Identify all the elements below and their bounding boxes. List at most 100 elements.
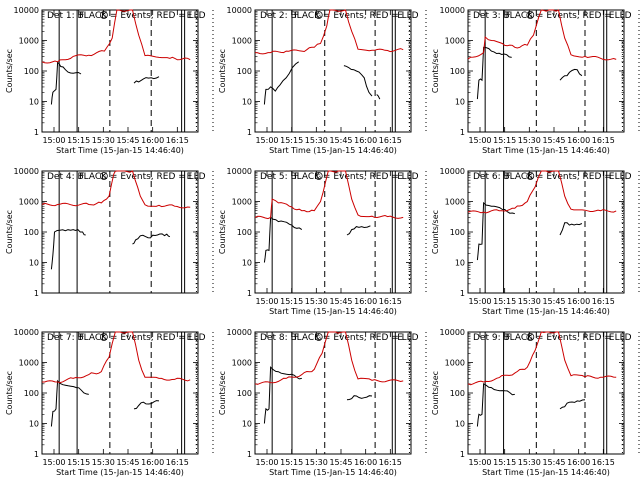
x-tick-label: 16:00 — [354, 458, 377, 467]
y-tick-label: 10 — [455, 259, 465, 268]
x-axis-label: Start Time (15-Jan-15 14:46:40) — [269, 146, 397, 155]
x-tick-label: 15:00 — [468, 458, 491, 467]
chart-title: Det 9: BLACK = Events, RED = LLD — [473, 333, 632, 343]
chart-title: Det 2: BLACK = Events, RED = LLD — [260, 11, 419, 21]
x-tick-label: 15:00 — [468, 136, 491, 145]
y-tick-label: 10000 — [227, 6, 252, 15]
y-tick-label: 10000 — [440, 167, 465, 176]
marker-label: F — [294, 333, 299, 343]
y-tick-label: 10000 — [14, 6, 39, 15]
y-tick-label: 1000 — [232, 37, 252, 46]
marker-g-circle — [526, 333, 535, 341]
marker-g-circle — [526, 11, 535, 19]
y-tick-label: 100 — [450, 389, 465, 398]
marker-g-circle — [99, 333, 108, 341]
marker-label: G — [528, 13, 533, 20]
chart-panel-det-5: Det 5: BLACK = Events, RED = LLD 1 10 100 10… — [218, 167, 427, 316]
x-tick-label: 16:00 — [567, 297, 590, 306]
y-tick-label: 1000 — [445, 37, 465, 46]
x-tick-label: 16:00 — [354, 136, 377, 145]
y-tick-label: 10000 — [227, 328, 252, 337]
chart-title: Det 1: BLACK = Events, RED = LLD — [47, 11, 206, 21]
y-tick-label: 1 — [460, 289, 465, 298]
x-tick-label: 16:15 — [166, 136, 189, 145]
y-tick-label: 1000 — [445, 198, 465, 207]
x-tick-label: 15:45 — [329, 136, 352, 145]
marker-g-circle — [99, 11, 108, 19]
y-tick-label: 1 — [247, 450, 252, 459]
events-series-line — [477, 203, 592, 260]
x-tick-label: 16:00 — [141, 136, 164, 145]
marker-label: F — [506, 172, 511, 182]
chart-panel-det-1: Det 1: BLACK = Events, RED = LLD 1 10 100 10… — [5, 6, 214, 155]
x-tick-label: 15:45 — [542, 136, 565, 145]
x-axis-label: Start Time (15-Jan-15 14:46:40) — [482, 146, 610, 155]
chart-panel-det-8: Det 8: BLACK = Events, RED = LLD 1 10 100 10… — [218, 328, 427, 477]
x-tick-label: 16:15 — [592, 136, 615, 145]
x-tick-label: 15:45 — [116, 458, 139, 467]
marker-label: G — [102, 174, 107, 181]
x-tick-label: 16:00 — [567, 458, 590, 467]
lld-series-line — [42, 331, 191, 384]
y-tick-label: 100 — [24, 228, 39, 237]
marker-label: F — [294, 172, 299, 182]
y-tick-label: 10 — [242, 259, 252, 268]
marker-g-circle — [314, 333, 323, 341]
plot-frame — [467, 170, 625, 294]
y-tick-label: 1000 — [232, 198, 252, 207]
lld-series-line — [254, 9, 404, 55]
x-tick-label: 15:30 — [305, 458, 328, 467]
x-axis-label: Start Time (15-Jan-15 14:46:40) — [56, 146, 184, 155]
y-axis-label: Counts/sec — [431, 371, 440, 415]
y-tick-label: 10 — [242, 98, 252, 107]
plot-frame — [254, 170, 412, 294]
x-tick-label: 15:15 — [493, 297, 516, 306]
chart-panel-det-6: Det 6: BLACK = Events, RED = LLD 1 10 100 10… — [431, 167, 640, 316]
marker-label: E — [609, 333, 615, 343]
events-series-line — [264, 217, 379, 262]
plot-frame — [41, 170, 199, 294]
y-axis-label: Counts/sec — [431, 210, 440, 254]
y-tick-label: 100 — [237, 228, 252, 237]
x-axis-label: Start Time (15-Jan-15 14:46:40) — [482, 307, 610, 316]
marker-label: F — [79, 333, 84, 343]
x-axis-label: Start Time (15-Jan-15 14:46:40) — [482, 468, 610, 477]
x-tick-label: 16:15 — [379, 297, 402, 306]
plot-frame — [254, 331, 412, 455]
plot-frame — [467, 9, 625, 133]
x-tick-label: 15:45 — [329, 458, 352, 467]
y-tick-label: 10000 — [440, 6, 465, 15]
x-axis-label: Start Time (15-Jan-15 14:46:40) — [269, 468, 397, 477]
marker-g-circle — [526, 172, 535, 180]
marker-label: G — [316, 174, 321, 181]
marker-label: E — [397, 333, 403, 343]
x-tick-label: 15:15 — [280, 136, 303, 145]
y-tick-label: 1000 — [19, 198, 39, 207]
lld-series-line — [254, 331, 404, 385]
x-tick-label: 15:30 — [518, 136, 541, 145]
marker-label: F — [294, 11, 299, 21]
y-tick-label: 10000 — [14, 328, 39, 337]
y-tick-label: 10000 — [227, 167, 252, 176]
y-tick-label: 1 — [34, 289, 39, 298]
y-tick-label: 1 — [460, 128, 465, 137]
chart-panel-det-7: Det 7: BLACK = Events, RED = LLD 1 10 100 10… — [5, 328, 214, 477]
y-tick-label: 1 — [460, 450, 465, 459]
y-tick-label: 1000 — [232, 359, 252, 368]
y-tick-label: 10 — [242, 420, 252, 429]
y-tick-label: 100 — [450, 67, 465, 76]
plot-frame — [254, 9, 412, 133]
y-axis-label: Counts/sec — [218, 49, 227, 93]
marker-label: F — [79, 11, 84, 21]
y-tick-label: 10 — [29, 259, 39, 268]
x-axis-label: Start Time (15-Jan-15 14:46:40) — [269, 307, 397, 316]
marker-label: F — [506, 333, 511, 343]
lld-series-line — [41, 170, 191, 209]
x-tick-label: 15:15 — [493, 458, 516, 467]
y-tick-label: 1000 — [19, 37, 39, 46]
marker-label: E — [609, 172, 615, 182]
marker-label: F — [79, 172, 84, 182]
y-axis-label: Counts/sec — [218, 210, 227, 254]
marker-label: G — [102, 13, 107, 20]
y-tick-label: 100 — [237, 389, 252, 398]
